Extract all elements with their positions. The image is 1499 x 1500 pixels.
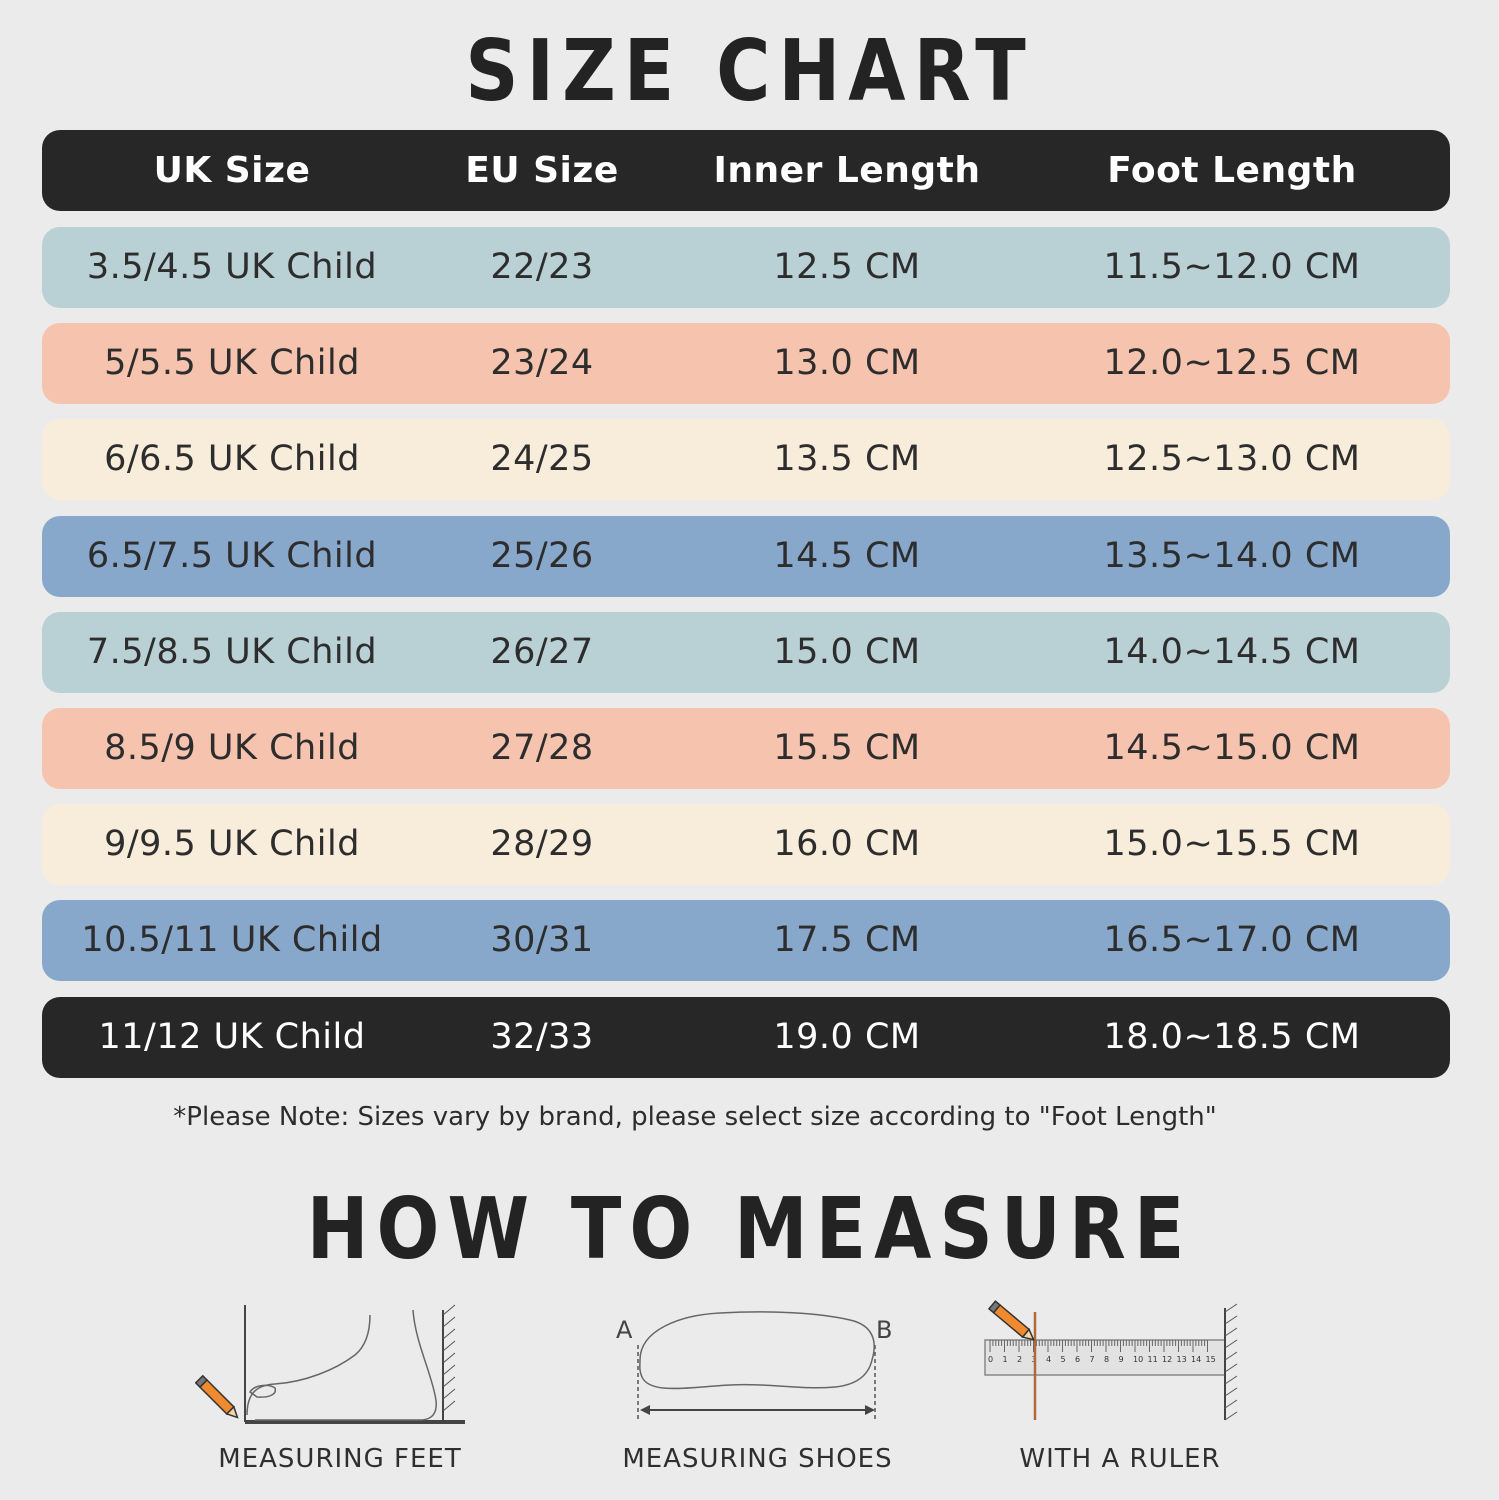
cell-inner-length: 15.0 CM: [773, 631, 921, 672]
table-row: 7.5/8.5 UK Child 26/27 15.0 CM 14.0~14.5 CM: [42, 611, 1450, 693]
cell-eu-size: 23/24: [490, 343, 594, 384]
ruler-label: 15: [1206, 1355, 1216, 1364]
caption-measuring-shoes: MEASURING SHOES: [622, 1444, 893, 1474]
cell-foot-length: 18.0~18.5 CM: [1103, 1016, 1361, 1057]
ruler-label: 9: [1119, 1355, 1124, 1364]
cell-eu-size: 24/25: [490, 439, 594, 480]
cell-uk-size: 9/9.5 UK Child: [104, 824, 360, 865]
header-foot-length: Foot Length: [1107, 150, 1357, 191]
cell-foot-length: 14.5~15.0 CM: [1103, 728, 1361, 768]
ruler-label: 2: [1017, 1355, 1022, 1364]
ruler-label: 1: [1003, 1355, 1008, 1364]
cell-uk-size: 11/12 UK Child: [98, 1016, 366, 1057]
cell-foot-length: 11.5~12.0 CM: [1103, 247, 1361, 287]
header-inner-length: Inner Length: [713, 150, 981, 191]
ruler-icon: 0123456789101112131415: [984, 1300, 1238, 1421]
cell-foot-length: 14.0~14.5 CM: [1103, 631, 1361, 672]
size-chart-title: SIZE CHART: [465, 21, 1034, 121]
table-row: 3.5/4.5 UK Child 22/23 12.5 CM 11.5~12.0 CM: [42, 227, 1450, 308]
ruler-label: 8: [1104, 1355, 1109, 1364]
ruler-label: 10: [1133, 1355, 1143, 1364]
cell-inner-length: 19.0 CM: [773, 1016, 921, 1057]
ruler-label: 4: [1046, 1355, 1051, 1364]
shoe-sole-icon: A B: [616, 1311, 892, 1420]
cell-uk-size: 7.5/8.5 UK Child: [86, 631, 378, 672]
ruler-label: 5: [1061, 1355, 1066, 1364]
cell-foot-length: 16.5~17.0 CM: [1103, 920, 1361, 961]
cell-eu-size: 25/26: [490, 535, 594, 576]
cell-foot-length: 12.5~13.0 CM: [1103, 439, 1361, 480]
cell-uk-size: 3.5/4.5 UK Child: [86, 247, 378, 287]
how-to-measure-title: HOW TO MEASURE: [306, 1179, 1193, 1279]
ruler-label: 7: [1090, 1355, 1095, 1364]
table-row: 6.5/7.5 UK Child 25/26 14.5 CM 13.5~14.0 CM: [42, 515, 1450, 597]
ruler-label: 14: [1191, 1355, 1201, 1364]
cell-foot-length: 15.0~15.5 CM: [1103, 824, 1361, 865]
table-row: 9/9.5 UK Child 28/29 16.0 CM 15.0~15.5 CM: [42, 804, 1450, 886]
cell-eu-size: 22/23: [490, 247, 594, 287]
table-row: 11/12 UK Child 32/33 19.0 CM 18.0~18.5 CM: [42, 996, 1450, 1078]
ruler-label: 11: [1148, 1355, 1158, 1364]
ruler-label: 12: [1162, 1355, 1172, 1364]
cell-foot-length: 13.5~14.0 CM: [1103, 535, 1361, 576]
ruler-label: 0: [988, 1355, 993, 1364]
cell-foot-length: 12.0~12.5 CM: [1103, 343, 1361, 384]
caption-measuring-feet: MEASURING FEET: [218, 1444, 462, 1474]
foot-icon: [195, 1304, 465, 1424]
cell-eu-size: 28/29: [490, 824, 594, 865]
cell-inner-length: 15.5 CM: [773, 728, 921, 768]
cell-inner-length: 13.5 CM: [773, 439, 921, 480]
label-b: B: [876, 1316, 892, 1344]
cell-eu-size: 32/33: [490, 1016, 594, 1057]
cell-inner-length: 13.0 CM: [773, 343, 921, 384]
cell-uk-size: 5/5.5 UK Child: [104, 343, 360, 384]
header-eu-size: EU Size: [465, 150, 619, 191]
label-a: A: [616, 1316, 633, 1344]
cell-inner-length: 12.5 CM: [773, 247, 921, 287]
cell-eu-size: 30/31: [490, 920, 594, 961]
cell-inner-length: 14.5 CM: [773, 535, 921, 576]
header-uk-size: UK Size: [153, 150, 311, 191]
cell-uk-size: 8.5/9 UK Child: [104, 728, 360, 768]
caption-with-a-ruler: WITH A RULER: [1019, 1444, 1221, 1474]
table-row: 8.5/9 UK Child 27/28 15.5 CM 14.5~15.0 CM: [42, 708, 1450, 789]
ruler-label: 13: [1177, 1355, 1187, 1364]
size-note: *Please Note: Sizes vary by brand, pleas…: [173, 1102, 1217, 1132]
cell-uk-size: 6.5/7.5 UK Child: [86, 535, 378, 576]
ruler-label: 6: [1075, 1355, 1080, 1364]
table-row: 5/5.5 UK Child 23/24 13.0 CM 12.0~12.5 CM: [42, 323, 1450, 405]
cell-inner-length: 17.5 CM: [773, 920, 921, 961]
table-row: 10.5/11 UK Child 30/31 17.5 CM 16.5~17.0 CM: [42, 900, 1450, 982]
table-header: UK Size EU Size Inner Length Foot Length: [42, 130, 1450, 211]
cell-uk-size: 6/6.5 UK Child: [104, 439, 360, 480]
cell-eu-size: 27/28: [490, 728, 594, 768]
cell-eu-size: 26/27: [490, 631, 594, 672]
cell-inner-length: 16.0 CM: [773, 824, 921, 865]
cell-uk-size: 10.5/11 UK Child: [81, 920, 383, 961]
table-row: 6/6.5 UK Child 24/25 13.5 CM 12.5~13.0 CM: [42, 419, 1450, 501]
